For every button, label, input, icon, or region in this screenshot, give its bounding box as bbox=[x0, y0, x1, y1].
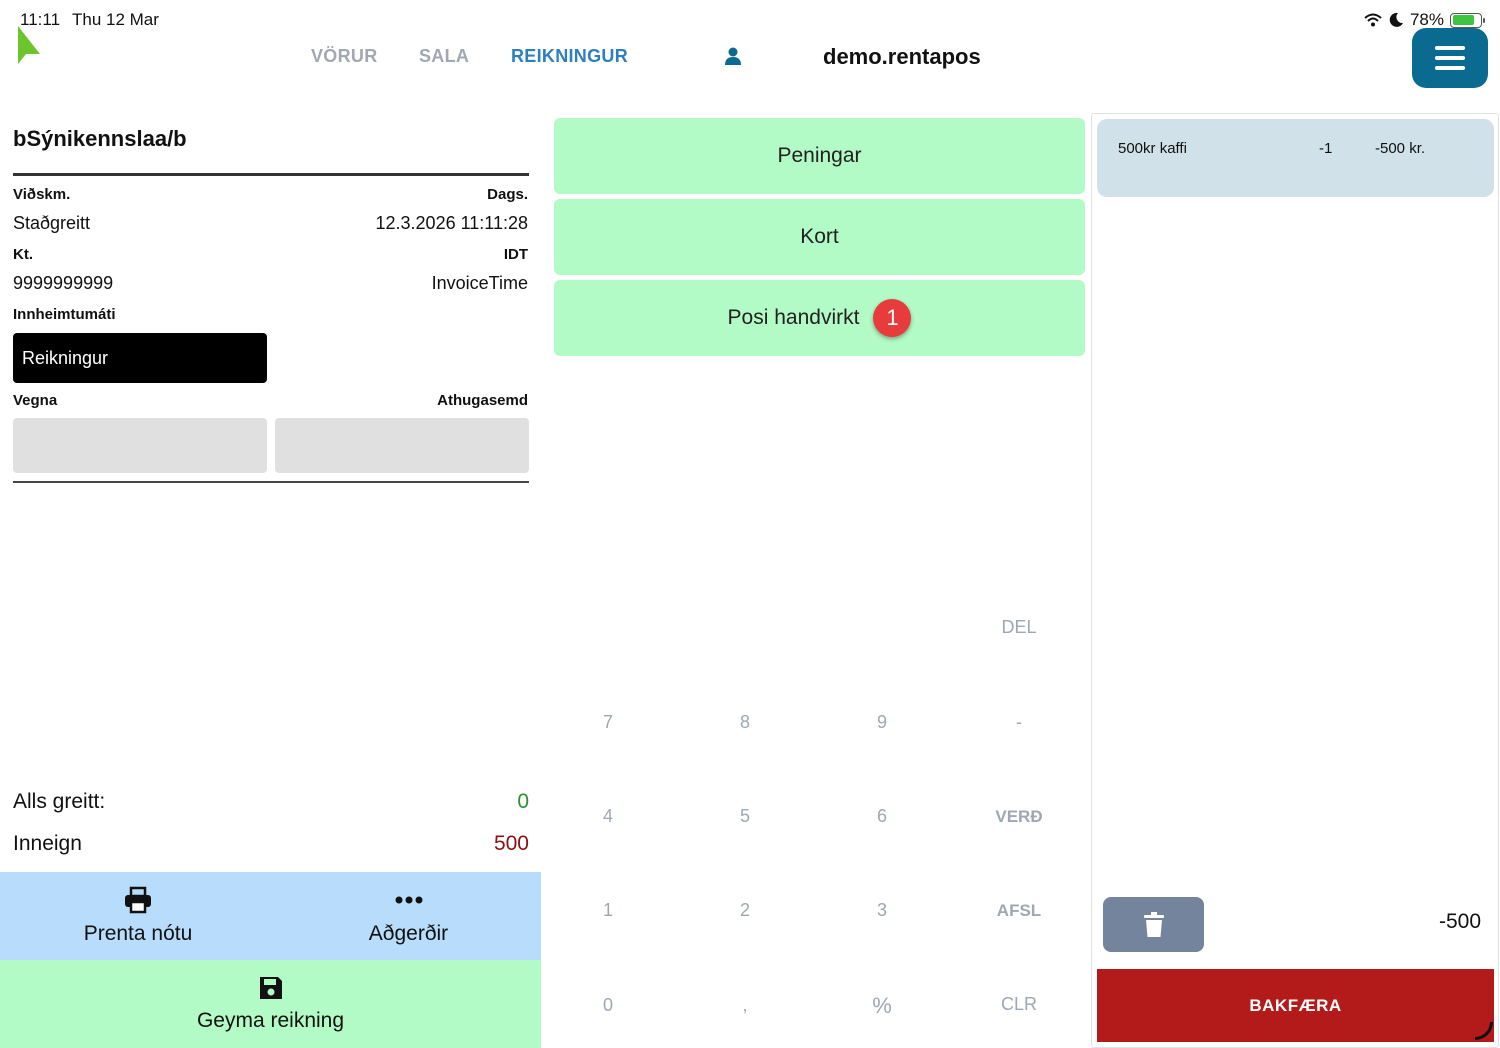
key-clear[interactable]: CLR bbox=[1000, 994, 1037, 1014]
paid-value: 0 bbox=[517, 790, 529, 813]
idt-label: IDT bbox=[503, 246, 528, 263]
site-name: demo.rentapos bbox=[823, 44, 981, 69]
cart-item[interactable]: 500kr kaffi -1 -500 kr. bbox=[1097, 119, 1494, 197]
refund-button[interactable]: BAKFÆRA bbox=[1097, 969, 1494, 1042]
collection-method-label: Innheimtumáti bbox=[13, 306, 116, 323]
moon-icon bbox=[1389, 12, 1403, 27]
pay-manual-terminal-button[interactable]: Posi handvirkt 1 bbox=[554, 280, 1085, 356]
pay-manual-terminal-label: Posi handvirkt bbox=[727, 306, 860, 329]
key-minus[interactable]: - bbox=[1016, 712, 1022, 732]
battery-icon bbox=[1450, 12, 1485, 28]
notification-badge: 1 bbox=[873, 299, 912, 337]
key-price[interactable]: VERÐ bbox=[995, 807, 1043, 826]
menu-bar bbox=[1435, 56, 1465, 60]
tab-vorur[interactable]: VÖRUR bbox=[311, 46, 378, 66]
cart-item-price: -500 kr. bbox=[1375, 140, 1426, 157]
pay-card-button[interactable]: Kort bbox=[554, 199, 1085, 275]
action-row: Prenta nótu Aðgerðir bbox=[0, 872, 541, 960]
tab-reikningur[interactable]: REIKNINGUR bbox=[511, 46, 629, 66]
divider bbox=[13, 173, 529, 176]
date-value: 12.3.2026 11:11:28 bbox=[375, 213, 528, 233]
balance-label: Inneign bbox=[13, 832, 82, 855]
battery-percent: 78% bbox=[1409, 10, 1444, 29]
key-3[interactable]: 3 bbox=[876, 900, 887, 920]
customer-value: Staðgreitt bbox=[13, 213, 91, 233]
key-del[interactable]: DEL bbox=[1001, 617, 1037, 637]
wifi-icon bbox=[1364, 13, 1382, 27]
menu-bar bbox=[1435, 66, 1465, 70]
battery-fill bbox=[1452, 15, 1474, 25]
kt-value: 9999999999 bbox=[13, 273, 114, 293]
trash-icon bbox=[1143, 911, 1164, 937]
key-percent[interactable]: % bbox=[872, 993, 892, 1018]
customer-title: bSýnikennslaa/b bbox=[13, 126, 187, 151]
paid-label: Alls greitt: bbox=[13, 790, 106, 813]
print-receipt-button[interactable]: Prenta nótu bbox=[0, 872, 276, 960]
key-6[interactable]: 6 bbox=[876, 806, 887, 826]
collection-method-select[interactable]: Reikningur bbox=[13, 333, 267, 383]
customer-label: Viðskm. bbox=[13, 186, 71, 203]
pay-card-label: Kort bbox=[800, 225, 839, 248]
hamburger-menu-button[interactable] bbox=[1412, 28, 1488, 88]
kt-label: Kt. bbox=[13, 246, 33, 263]
note-field[interactable] bbox=[275, 418, 529, 473]
key-1[interactable]: 1 bbox=[602, 900, 613, 920]
idt-value: InvoiceTime bbox=[431, 273, 528, 293]
date-label: Dags. bbox=[487, 186, 528, 203]
regarding-field[interactable] bbox=[13, 418, 267, 473]
key-comma[interactable]: , bbox=[742, 995, 748, 1015]
status-indicators: 78% bbox=[1364, 10, 1485, 30]
divider bbox=[13, 481, 529, 483]
actions-button[interactable]: Aðgerðir bbox=[276, 872, 541, 960]
pay-cash-label: Peningar bbox=[777, 144, 862, 167]
key-5[interactable]: 5 bbox=[739, 806, 750, 826]
tab-sala[interactable]: SALA bbox=[419, 46, 470, 66]
status-time: 11:11 bbox=[20, 10, 61, 29]
key-2[interactable]: 2 bbox=[739, 900, 750, 920]
key-discount[interactable]: AFSL bbox=[996, 901, 1042, 920]
printer-icon bbox=[125, 886, 151, 914]
cart-item-qty: -1 bbox=[1319, 140, 1333, 157]
print-receipt-label: Prenta nótu bbox=[83, 922, 193, 945]
key-7[interactable]: 7 bbox=[602, 712, 613, 732]
delete-button[interactable] bbox=[1103, 897, 1204, 952]
save-invoice-button[interactable]: Geyma reikning bbox=[0, 960, 541, 1048]
cart-item-name: 500kr kaffi bbox=[1118, 140, 1187, 157]
key-4[interactable]: 4 bbox=[602, 806, 613, 826]
pay-cash-button[interactable]: Peningar bbox=[554, 118, 1085, 194]
key-8[interactable]: 8 bbox=[739, 712, 750, 732]
save-invoice-label: Geyma reikning bbox=[196, 1009, 345, 1032]
balance-value: 500 bbox=[493, 832, 529, 855]
note-label: Athugasemd bbox=[437, 392, 528, 409]
cart-total: -500 bbox=[1438, 910, 1481, 933]
key-9[interactable]: 9 bbox=[876, 712, 887, 732]
save-icon bbox=[259, 977, 282, 999]
user-icon[interactable] bbox=[723, 46, 743, 66]
status-date: Thu 12 Mar bbox=[72, 10, 159, 29]
logo-icon bbox=[18, 26, 40, 64]
actions-label: Aðgerðir bbox=[368, 922, 449, 945]
key-0[interactable]: 0 bbox=[602, 995, 613, 1015]
more-icon bbox=[395, 896, 422, 904]
regarding-label: Vegna bbox=[13, 392, 58, 409]
menu-bar bbox=[1435, 46, 1465, 50]
